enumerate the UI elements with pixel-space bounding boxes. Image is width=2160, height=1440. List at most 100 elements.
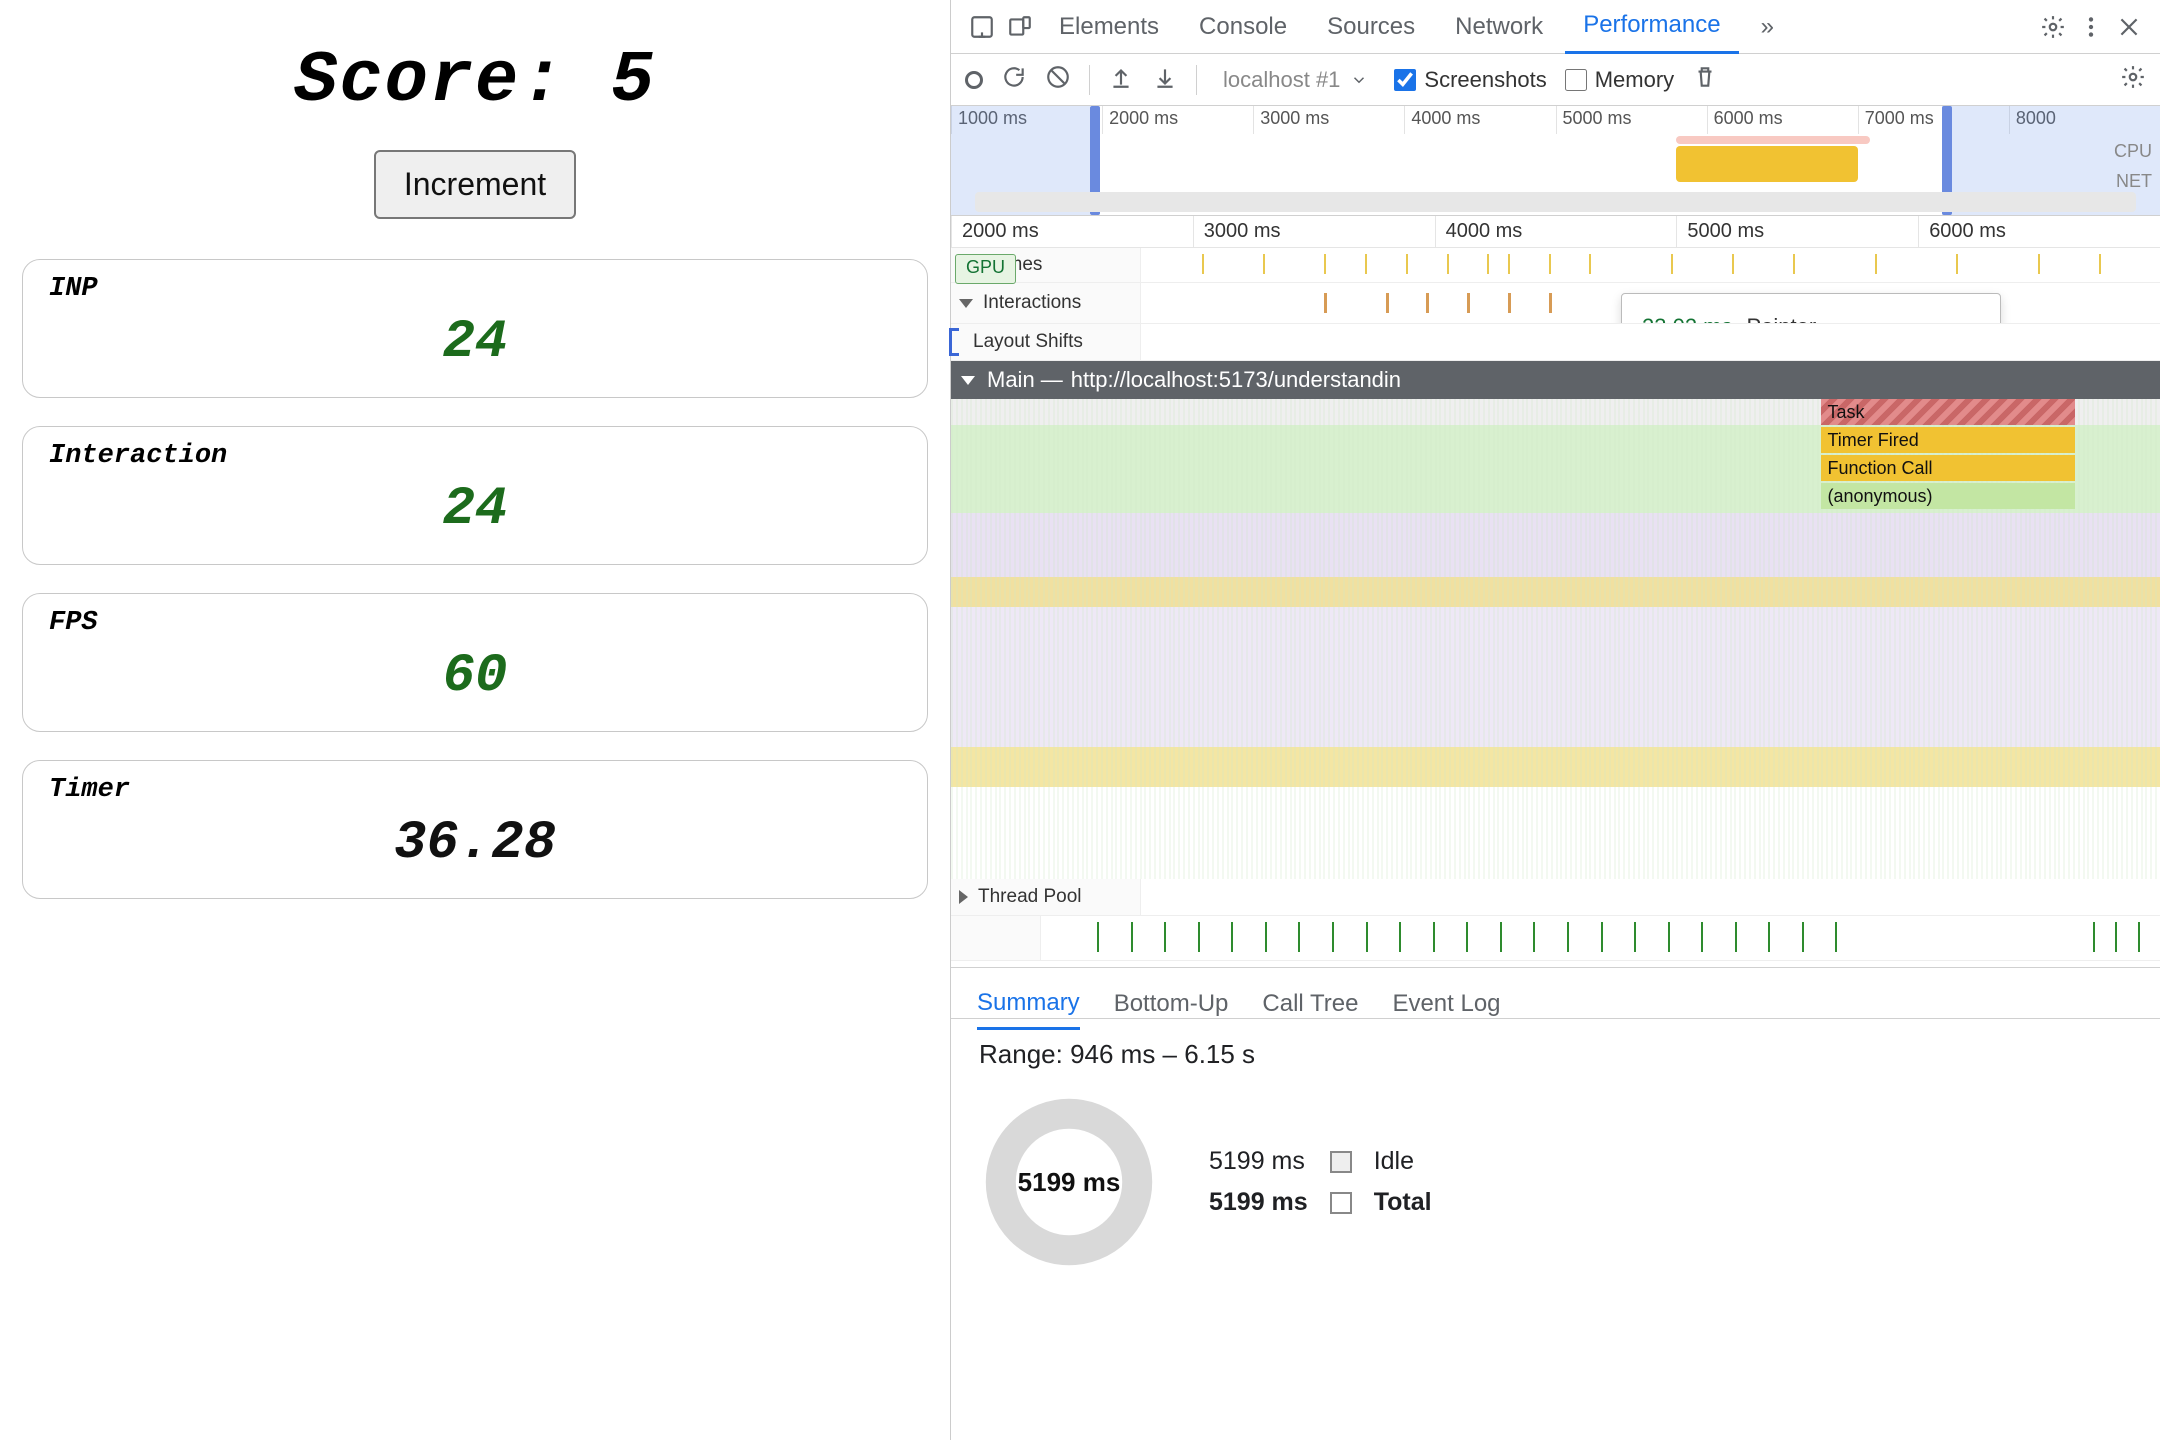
disclosure-icon [961, 376, 975, 385]
memory-checkbox[interactable]: Memory [1565, 67, 1674, 93]
track-layout-shifts-header[interactable]: Layout Shifts [951, 324, 1141, 360]
screenshots-checkbox-label: Screenshots [1424, 67, 1546, 93]
frame-tick [1732, 254, 1734, 274]
frame-tick [2038, 254, 2040, 274]
frame-tick [1956, 254, 1958, 274]
tab-sources[interactable]: Sources [1309, 0, 1433, 54]
flame-chip[interactable]: Task [1821, 399, 2075, 425]
metric-cards: INP 24 Interaction 24 FPS 60 Timer 36.28 [22, 259, 928, 899]
legend-time: 5199 ms [1209, 1147, 1308, 1176]
track-thread-pool-body[interactable] [1141, 879, 2160, 915]
timeline-ruler: 2000 ms3000 ms4000 ms5000 ms6000 ms [951, 216, 2160, 248]
tab-elements[interactable]: Elements [1041, 0, 1177, 54]
summary-legend: 5199 ms Idle 5199 ms Total [1209, 1147, 1432, 1217]
overview-net-band [975, 192, 2136, 212]
interaction-mark [1324, 293, 1327, 313]
close-icon[interactable] [2112, 10, 2146, 44]
screenshots-checkbox-input[interactable] [1394, 69, 1416, 91]
clear-icon[interactable] [1045, 64, 1071, 96]
track-interactions-body[interactable]: 23.02 ms Pointer Input delay18ms Process… [1141, 283, 2160, 323]
gpu-tick [1433, 922, 1435, 952]
session-select[interactable]: localhost #1 [1215, 65, 1376, 95]
gpu-tick [1768, 922, 1770, 952]
track-layout-shifts-body[interactable] [1141, 324, 2160, 360]
frame-tick [1447, 254, 1449, 274]
overview-net-label: NET [2114, 166, 2152, 196]
flame-chip[interactable]: (anonymous) [1821, 483, 2075, 509]
summary-panel: Range: 946 ms – 6.15 s 5199 ms 5199 ms I… [951, 1019, 2160, 1440]
tab-network[interactable]: Network [1437, 0, 1561, 54]
memory-checkbox-input[interactable] [1565, 69, 1587, 91]
track-layout-shifts-label: Layout Shifts [973, 331, 1083, 353]
metric-card-label: FPS [49, 608, 901, 638]
overview-tick: 5000 ms [1556, 106, 1707, 134]
track-thread-pool-label: Thread Pool [978, 886, 1082, 908]
reload-icon[interactable] [1001, 64, 1027, 96]
record-icon[interactable] [965, 71, 983, 89]
memory-checkbox-label: Memory [1595, 67, 1674, 93]
frame-tick [1549, 254, 1551, 274]
gpu-tick [1332, 922, 1334, 952]
track-interactions-header[interactable]: Interactions [951, 283, 1141, 323]
track-interactions-label: Interactions [983, 292, 1081, 314]
frame-tick [1202, 254, 1204, 274]
summary-donut: 5199 ms [979, 1092, 1159, 1272]
perf-settings-icon[interactable] [2120, 64, 2146, 96]
flame-chip[interactable]: Function Call [1821, 455, 2075, 481]
track-main-url: http://localhost:5173/understandin [1071, 367, 1401, 393]
tab-performance[interactable]: Performance [1565, 0, 1738, 54]
device-toggle-icon[interactable] [1003, 10, 1037, 44]
track-interactions[interactable]: Interactions 23.02 ms Pointer Input dela… [951, 283, 2160, 324]
gpu-tick [1466, 922, 1468, 952]
inspect-icon[interactable] [965, 10, 999, 44]
timeline-overview[interactable]: 1000 ms2000 ms3000 ms4000 ms5000 ms6000 … [951, 106, 2160, 216]
gpu-tick [1735, 922, 1737, 952]
timeline-tick: 6000 ms [1918, 216, 2160, 247]
legend-label: Total [1374, 1188, 1432, 1217]
gpu-tick [1533, 922, 1535, 952]
metric-card-value: 24 [49, 312, 901, 373]
track-thread-pool-header[interactable]: Thread Pool [951, 879, 1141, 915]
metric-card-interaction: Interaction 24 [22, 426, 928, 565]
gpu-tick [1198, 922, 1200, 952]
track-frames[interactable]: Frames [951, 248, 2160, 283]
flame-chip[interactable]: Timer Fired [1821, 427, 2075, 453]
frame-tick [2099, 254, 2101, 274]
flame-chart[interactable]: TaskTimer FiredFunction Call(anonymous) [951, 399, 2160, 879]
frame-tick [1671, 254, 1673, 274]
gpu-tick [2138, 922, 2140, 952]
metric-card-value: 60 [49, 646, 901, 707]
upload-icon[interactable] [1108, 64, 1134, 96]
gpu-tick [1835, 922, 1837, 952]
increment-button[interactable]: Increment [374, 150, 576, 219]
track-gpu[interactable]: GPU [951, 916, 2160, 961]
disclosure-icon [959, 299, 973, 308]
gpu-tick [1097, 922, 1099, 952]
metric-card-value: 24 [49, 479, 901, 540]
tab-more[interactable]: » [1743, 0, 1792, 54]
track-main-header[interactable]: Main — http://localhost:5173/understandi… [951, 361, 2160, 399]
legend-swatch-idle [1330, 1151, 1352, 1173]
track-layout-shifts[interactable]: Layout Shifts [951, 324, 2160, 361]
tab-console[interactable]: Console [1181, 0, 1305, 54]
track-gpu-body[interactable] [1041, 916, 2160, 960]
track-gpu-header[interactable]: GPU [951, 916, 1041, 960]
gpu-tick [2115, 922, 2117, 952]
screenshots-checkbox[interactable]: Screenshots [1394, 67, 1546, 93]
kebab-icon[interactable] [2074, 10, 2108, 44]
gc-icon[interactable] [1692, 64, 1718, 96]
score-heading: Score: 5 [294, 40, 656, 122]
track-gpu-label: GPU [955, 254, 1016, 284]
interaction-mark [1386, 293, 1389, 313]
track-frames-body[interactable] [1141, 248, 2160, 280]
track-thread-pool[interactable]: Thread Pool [951, 879, 2160, 916]
interaction-mark [1426, 293, 1429, 313]
overview-side-labels: CPU NET [2114, 136, 2152, 196]
legend-time: 5199 ms [1209, 1188, 1308, 1217]
timeline-tick: 5000 ms [1676, 216, 1918, 247]
summary-donut-label: 5199 ms [979, 1092, 1159, 1272]
download-icon[interactable] [1152, 64, 1178, 96]
interaction-mark [1508, 293, 1511, 313]
gpu-tick [1366, 922, 1368, 952]
settings-icon[interactable] [2036, 10, 2070, 44]
